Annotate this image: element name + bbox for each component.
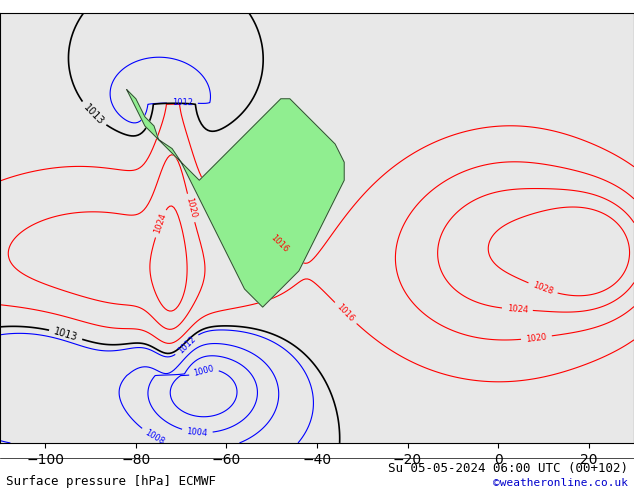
Text: 1016: 1016 (269, 233, 290, 254)
Text: 1024: 1024 (152, 212, 168, 235)
Text: 1012: 1012 (172, 98, 193, 108)
Text: ©weatheronline.co.uk: ©weatheronline.co.uk (493, 478, 628, 488)
Text: 1000: 1000 (192, 364, 215, 378)
Text: 1028: 1028 (531, 281, 554, 296)
Text: 1008: 1008 (143, 428, 166, 446)
Text: 1012: 1012 (176, 334, 197, 355)
Text: Su 05-05-2024 06:00 UTC (00+102): Su 05-05-2024 06:00 UTC (00+102) (387, 462, 628, 475)
Text: 1013: 1013 (81, 102, 105, 126)
Text: 1016: 1016 (335, 302, 356, 324)
Text: 1013: 1013 (53, 326, 79, 343)
Text: 1020: 1020 (526, 332, 547, 343)
Text: Surface pressure [hPa] ECMWF: Surface pressure [hPa] ECMWF (6, 474, 216, 488)
Text: 1020: 1020 (184, 196, 198, 219)
Text: 1004: 1004 (186, 427, 208, 438)
Text: 1024: 1024 (507, 304, 528, 315)
Polygon shape (127, 90, 344, 307)
